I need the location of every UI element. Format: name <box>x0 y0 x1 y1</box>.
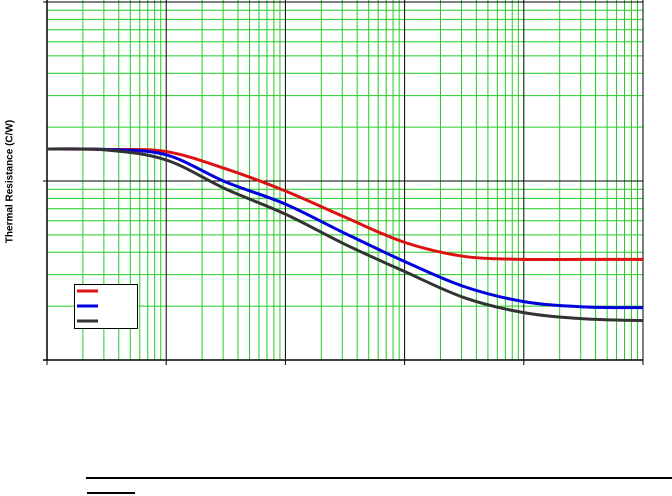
axes <box>43 0 644 365</box>
series-line-3 <box>46 147 644 323</box>
series-lines <box>46 147 644 323</box>
series-line-2 <box>46 147 644 310</box>
series-line-1 <box>46 147 643 262</box>
legend <box>74 284 138 329</box>
y-axis-label: Thermal Resistance (C/W) <box>4 119 16 244</box>
